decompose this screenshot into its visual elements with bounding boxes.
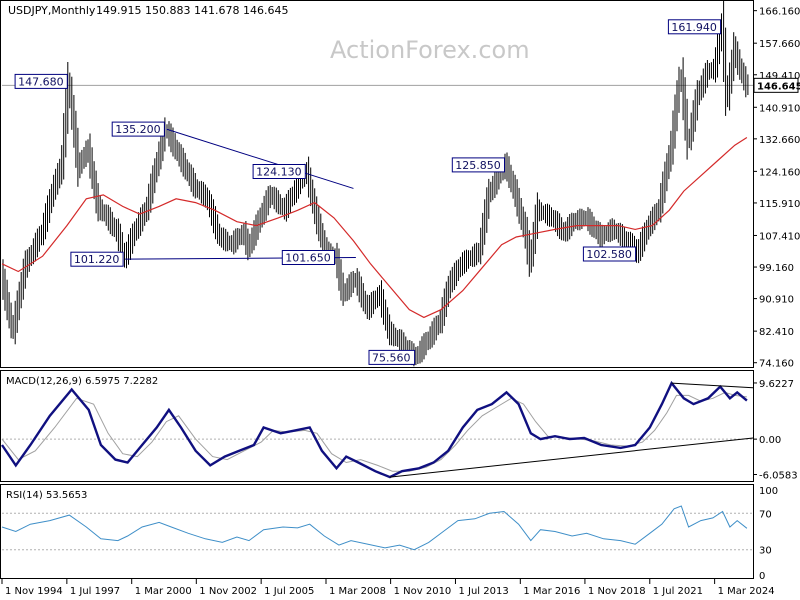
annotation-label-1: 135.200 — [115, 123, 161, 136]
time-tick-label-8: 1 Mar 2016 — [523, 586, 580, 597]
watermark: ActionForex.com — [330, 36, 530, 64]
price-tick-label-8: 99.160 — [759, 263, 794, 274]
annotation-label-7: 102.580 — [586, 248, 632, 261]
annotation-box-5 — [368, 349, 416, 365]
price-tick-label-0: 166.160 — [759, 7, 800, 18]
annotation-label-0: 147.680 — [18, 75, 64, 88]
price-layer: 147.680 135.200 124.130 101.220 101.650 75.56… — [1, 0, 753, 367]
price-tick-label-7: 107.410 — [759, 231, 800, 242]
rsi-layer — [1, 505, 753, 551]
rsi-tick-label-3: 0 — [759, 571, 765, 582]
price-tick-label-4: 132.660 — [759, 135, 800, 146]
rsi-tick-label-0: 100 — [759, 486, 778, 497]
macd-tick-label-2: -6.0583 — [759, 471, 798, 482]
macd-trendline-0 — [389, 437, 754, 478]
axis-layer: 166.160 157.660 149.410 140.910 132.660 124.1… — [1, 7, 800, 597]
ohlc-header: 149.915 150.883 141.678 146.645 — [96, 4, 288, 17]
rsi-panel-frame — [0, 484, 754, 579]
annotation-box-7 — [582, 246, 637, 262]
price-tick-label-2: 149.410 — [759, 71, 800, 82]
annotation-label-6: 125.850 — [455, 159, 501, 172]
annotation-box-8 — [667, 19, 722, 35]
rsi-line — [1, 505, 748, 551]
current-price-label: 146.645 — [757, 81, 800, 92]
macd-line — [1, 380, 748, 479]
price-tick-label-1: 157.660 — [759, 39, 800, 50]
time-tick-label-5: 1 Mar 2008 — [329, 586, 386, 597]
annotation-box-1 — [111, 121, 165, 137]
price-tick-label-10: 82.410 — [759, 327, 794, 338]
annotation-label-5: 75.560 — [372, 351, 411, 364]
macd-tick-label-1: 0.00 — [759, 435, 781, 446]
annotation-label-4: 101.650 — [285, 252, 331, 265]
time-tick-label-7: 1 Jul 2013 — [458, 586, 508, 597]
rsi-label: RSI(14) 53.5653 — [6, 490, 87, 501]
time-tick-label-6: 1 Nov 2010 — [394, 586, 452, 597]
price-trendline-0 — [166, 128, 354, 189]
time-tick-label-9: 1 Nov 2018 — [588, 586, 646, 597]
price-tick-label-9: 90.910 — [759, 295, 794, 306]
annotation-box-0 — [14, 73, 68, 89]
time-tick-label-4: 1 Jul 2005 — [264, 586, 314, 597]
macd-layer — [1, 380, 754, 479]
time-tick-label-11: 1 Mar 2024 — [718, 586, 775, 597]
time-tick-label-3: 1 Nov 2002 — [199, 586, 257, 597]
macd-panel-frame — [0, 370, 754, 482]
annotation-label-2: 124.130 — [256, 166, 302, 179]
macd-label: MACD(12,26,9) 6.5975 7.2282 — [6, 376, 158, 387]
annotation-box-4 — [281, 250, 335, 265]
annotation-label-8: 161.940 — [671, 21, 717, 34]
chart-title: USDJPY,Monthly — [8, 4, 96, 17]
price-panel-frame — [0, 0, 754, 368]
price-tick-label-5: 124.160 — [759, 167, 800, 178]
annotation-box-2 — [252, 164, 306, 179]
annotation-box-3 — [70, 251, 124, 267]
moving-average-line — [1, 136, 748, 319]
price-tick-label-11: 74.160 — [759, 359, 794, 370]
price-tick-label-3: 140.910 — [759, 103, 800, 114]
time-tick-label-0: 1 Nov 1994 — [5, 586, 63, 597]
time-tick-label-2: 1 Mar 2000 — [135, 586, 192, 597]
macd-trendline-1 — [671, 382, 754, 389]
annotation-box-6 — [451, 157, 505, 173]
rsi-tick-label-1: 70 — [759, 509, 772, 520]
rsi-tick-label-2: 30 — [759, 546, 772, 557]
annotation-label-3: 101.220 — [74, 253, 120, 266]
time-tick-label-1: 1 Jul 1997 — [70, 586, 120, 597]
current-price-box — [753, 77, 799, 93]
macd-tick-label-0: 9.6227 — [759, 379, 794, 390]
price-tick-label-6: 115.910 — [759, 199, 800, 210]
time-tick-label-10: 1 Jul 2021 — [653, 586, 703, 597]
